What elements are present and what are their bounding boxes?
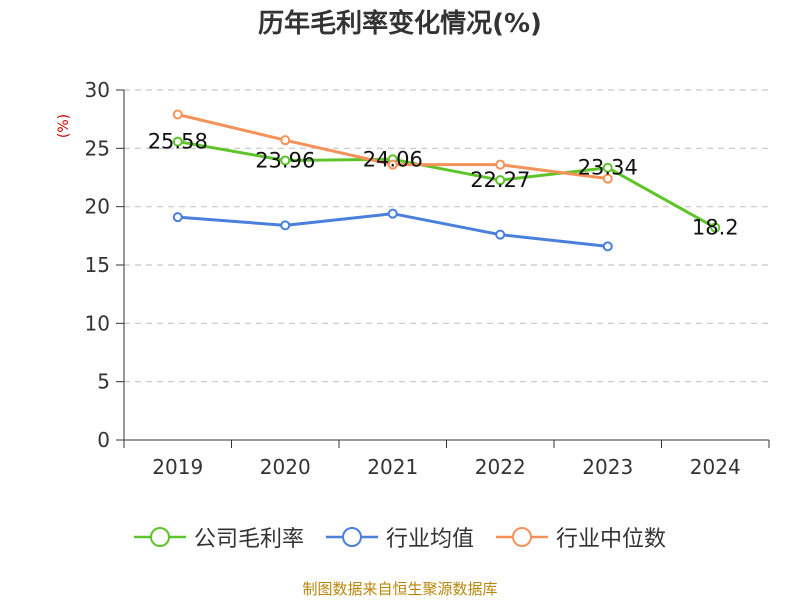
data-point: [280, 155, 291, 166]
legend-item[interactable]: 行业中位数: [496, 521, 666, 553]
data-point: [280, 135, 291, 146]
legend-marker-icon: [133, 527, 186, 547]
legend-label: 公司毛利率: [193, 527, 304, 552]
data-point: [495, 229, 506, 240]
data-point: [172, 109, 183, 120]
data-point: [495, 175, 506, 186]
data-point: [172, 212, 183, 223]
source-footer: 制图数据来自恒生聚源数据库: [302, 580, 498, 598]
data-label: 23.34: [578, 156, 638, 180]
data-label: 25.58: [148, 130, 208, 154]
series-line: [177, 140, 716, 229]
chart-title: 历年毛利率变化情况(%): [258, 9, 542, 39]
data-point: [602, 162, 613, 173]
x-tick-label: 2023: [582, 455, 633, 479]
axes: 0 5 10 15 20 25 30 2019 2020 2021 2022 2023 2024: [85, 78, 770, 479]
data-point: [387, 159, 398, 170]
data-label: 22.27: [470, 168, 530, 192]
data-point: [710, 222, 721, 233]
y-tick-label: 0: [97, 428, 110, 452]
data-point: [602, 241, 613, 252]
y-tick-label: 30: [85, 78, 110, 102]
data-point: [495, 159, 506, 170]
x-tick-label: 2022: [475, 455, 526, 479]
data-label: 24.06: [363, 147, 423, 171]
y-tick-label: 15: [85, 253, 110, 277]
data-point: [602, 173, 613, 184]
x-tick-label: 2019: [152, 455, 203, 479]
data-point: [280, 220, 291, 231]
y-axis-unit-label: (%): [56, 114, 72, 138]
data-label: 23.96: [255, 148, 315, 172]
data-point: [172, 136, 183, 147]
x-tick-label: 2024: [690, 455, 741, 479]
legend-item[interactable]: 行业均值: [325, 521, 474, 553]
y-tick-label: 10: [85, 311, 110, 335]
legend-label: 行业中位数: [556, 527, 667, 552]
legend-label: 行业均值: [385, 527, 474, 552]
legend: 公司毛利率 行业均值 行业中位数: [0, 520, 800, 554]
y-tick-label: 25: [85, 136, 110, 160]
x-tick-label: 2020: [260, 455, 311, 479]
series-lines: [172, 109, 721, 252]
data-point: [387, 208, 398, 219]
y-tick-label: 20: [85, 195, 110, 219]
gridlines: [124, 89, 769, 383]
legend-marker-icon: [325, 527, 378, 547]
y-tick-label: 5: [97, 370, 110, 394]
legend-item[interactable]: 公司毛利率: [133, 521, 304, 553]
legend-marker-icon: [496, 527, 548, 547]
x-tick-label: 2021: [367, 455, 418, 479]
data-label: 18.2: [692, 216, 739, 240]
data-labels: 25.58 23.96 24.06 22.27 23.34 18.2: [148, 130, 739, 240]
